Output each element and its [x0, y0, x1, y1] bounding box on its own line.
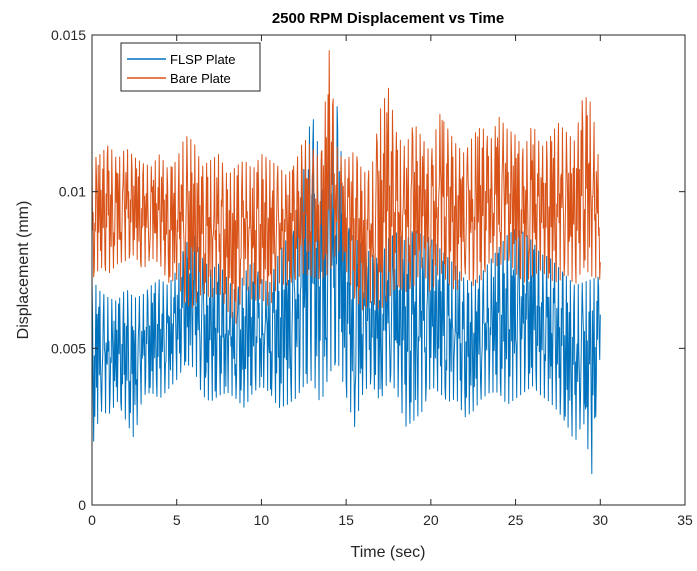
y-tick-label: 0.005	[51, 340, 86, 356]
y-tick-label: 0	[78, 497, 86, 513]
x-tick-label: 15	[338, 512, 354, 528]
x-tick-layer: 0 5 10 15 20 25 30 35	[88, 35, 693, 528]
y-axis-label: Displacement (mm)	[15, 201, 32, 340]
axes-layer	[91, 34, 686, 506]
series-line-flsp-plate	[91, 106, 601, 475]
x-tick-label: 10	[254, 512, 270, 528]
legend-label-flsp-plate: FLSP Plate	[170, 52, 236, 67]
y-tick-label: 0.01	[59, 184, 86, 200]
legend-label-bare-plate: Bare Plate	[170, 71, 231, 86]
legend: FLSP Plate Bare Plate	[120, 42, 261, 92]
x-tick-label: 35	[677, 512, 693, 528]
chart-title: 2500 RPM Displacement vs Time	[272, 10, 504, 27]
x-tick-label: 20	[423, 512, 439, 528]
y-tick-label: 0.015	[51, 27, 86, 43]
x-tick-label: 30	[592, 512, 608, 528]
axes-box	[91, 34, 686, 506]
series-layer	[91, 50, 601, 475]
x-axis-label: Time (sec)	[351, 544, 426, 561]
x-tick-label: 0	[88, 512, 96, 528]
x-tick-label: 5	[173, 512, 181, 528]
series-line-bare-plate	[91, 50, 601, 324]
x-tick-label: 25	[508, 512, 524, 528]
legend-box	[120, 42, 261, 92]
y-tick-layer: 0 0.005 0.01 0.015	[51, 27, 685, 513]
